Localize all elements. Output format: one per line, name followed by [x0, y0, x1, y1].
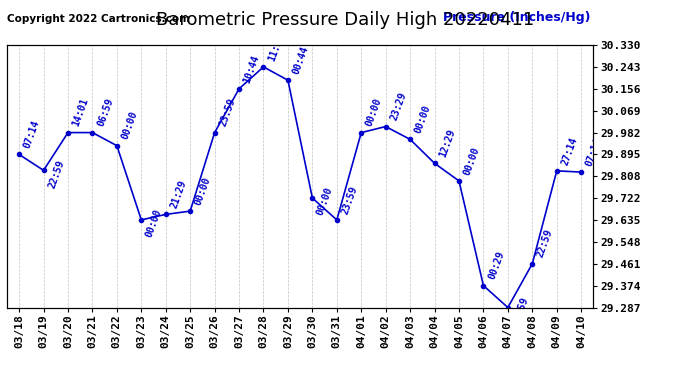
Text: 27:14: 27:14	[560, 135, 579, 166]
Text: 12:29: 12:29	[437, 128, 457, 159]
Text: 22:59: 22:59	[535, 228, 555, 259]
Text: 00:00: 00:00	[315, 186, 335, 217]
Text: 10:44: 10:44	[242, 53, 262, 84]
Text: 11:14: 11:14	[266, 32, 286, 62]
Text: 23:29: 23:29	[388, 91, 408, 122]
Text: Pressure (Inches/Hg): Pressure (Inches/Hg)	[443, 11, 591, 24]
Text: 23:59: 23:59	[339, 184, 359, 215]
Text: 00:00: 00:00	[462, 146, 482, 176]
Text: 06:59: 06:59	[95, 97, 115, 128]
Text: 00:00: 00:00	[364, 97, 384, 128]
Text: Barometric Pressure Daily High 20220411: Barometric Pressure Daily High 20220411	[156, 11, 534, 29]
Text: Copyright 2022 Cartronics.com: Copyright 2022 Cartronics.com	[7, 14, 190, 24]
Text: 00:00: 00:00	[193, 176, 213, 207]
Text: 07:14: 07:14	[584, 136, 604, 168]
Text: 21:29: 21:29	[168, 179, 188, 210]
Text: 00:44: 00:44	[291, 45, 310, 76]
Text: 00:59: 00:59	[511, 296, 530, 326]
Text: 14:01: 14:01	[71, 97, 90, 128]
Text: 07:14: 07:14	[22, 119, 41, 150]
Text: 22:59: 22:59	[46, 158, 66, 189]
Text: 00:00: 00:00	[413, 104, 433, 135]
Text: 00:00: 00:00	[120, 110, 139, 141]
Text: 23:59: 23:59	[217, 97, 237, 128]
Text: 00:00: 00:00	[144, 208, 164, 239]
Text: 00:29: 00:29	[486, 250, 506, 281]
